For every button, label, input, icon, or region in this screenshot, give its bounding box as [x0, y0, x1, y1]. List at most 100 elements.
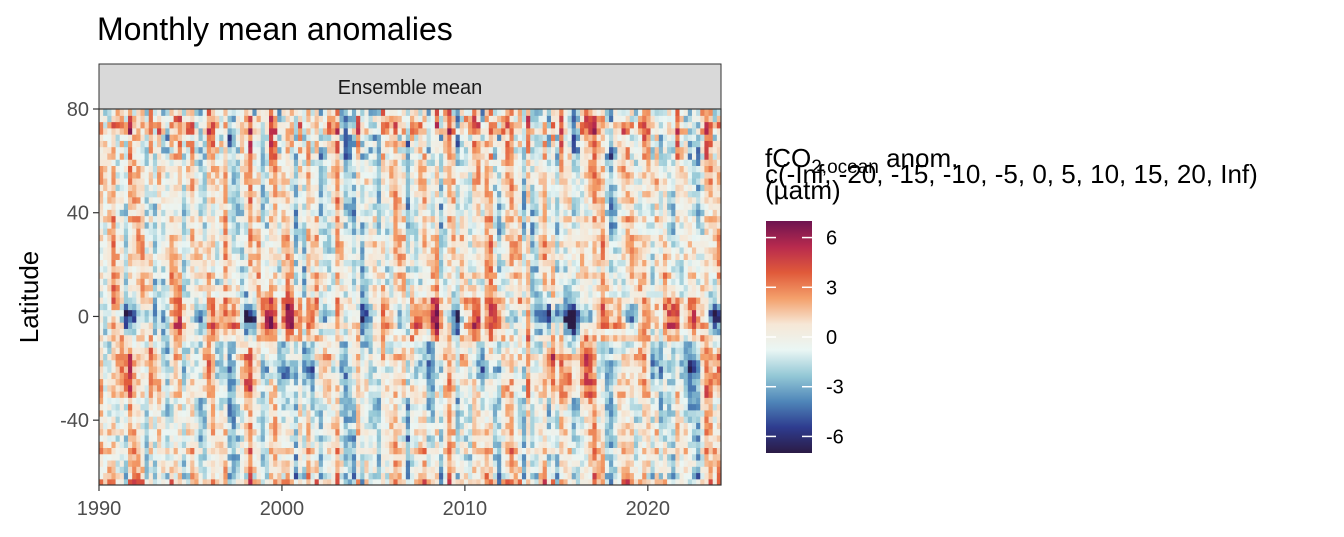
heatmap-cell: [360, 271, 365, 279]
heatmap-cell: [293, 271, 299, 279]
heatmap-cell: [364, 115, 370, 123]
heatmap-cell: [281, 284, 287, 292]
heatmap-cell: [157, 109, 162, 116]
heatmap-cell: [107, 309, 113, 317]
heatmap-cell: [157, 428, 162, 436]
heatmap-cell: [248, 215, 254, 223]
heatmap-cell: [293, 453, 299, 461]
heatmap-cell: [298, 403, 303, 411]
heatmap-cell: [397, 453, 403, 461]
heatmap-cell: [148, 259, 154, 267]
heatmap-cell: [327, 447, 332, 455]
heatmap-cell: [206, 422, 212, 430]
heatmap-cell: [364, 134, 370, 141]
heatmap-cell: [385, 184, 390, 192]
heatmap-cell: [335, 284, 341, 292]
heatmap-cell: [136, 196, 142, 204]
heatmap-cell: [252, 365, 258, 373]
heatmap-cell: [331, 365, 336, 373]
heatmap-cell: [306, 447, 312, 455]
heatmap-cell: [144, 203, 150, 210]
heatmap-cell: [385, 472, 390, 480]
heatmap-cell: [422, 322, 428, 329]
heatmap-cell: [115, 309, 121, 317]
heatmap-cell: [298, 196, 303, 204]
heatmap-cell: [169, 221, 175, 229]
heatmap-cell: [123, 165, 129, 173]
heatmap-cell: [356, 215, 361, 223]
heatmap-cell: [298, 441, 303, 448]
heatmap-cell: [173, 322, 179, 329]
heatmap-cell: [331, 196, 336, 204]
heatmap-cell: [418, 328, 424, 336]
heatmap-cell: [215, 459, 220, 467]
heatmap-cell: [260, 259, 266, 267]
heatmap-cell: [293, 253, 299, 260]
heatmap-cell: [414, 121, 419, 129]
heatmap-cell: [405, 203, 411, 210]
heatmap-cell: [136, 322, 142, 329]
heatmap-cell: [405, 140, 411, 148]
heatmap-cell: [99, 121, 104, 129]
heatmap-cell: [227, 334, 233, 342]
heatmap-cell: [248, 328, 254, 336]
heatmap-cell: [347, 109, 353, 116]
heatmap-cell: [289, 271, 295, 279]
heatmap-cell: [215, 422, 220, 430]
heatmap-cell: [186, 359, 191, 367]
heatmap-cell: [194, 422, 200, 430]
heatmap-cell: [385, 422, 390, 430]
heatmap-cell: [132, 159, 137, 166]
heatmap-cell: [260, 384, 266, 392]
heatmap-cell: [306, 121, 312, 129]
heatmap-cell: [273, 428, 278, 436]
heatmap-cell: [372, 391, 378, 398]
heatmap-cell: [148, 334, 154, 342]
heatmap-cell: [322, 397, 328, 405]
heatmap-cell: [136, 447, 142, 455]
heatmap-cell: [277, 359, 283, 367]
heatmap-cell: [430, 372, 436, 380]
heatmap-cell: [215, 115, 220, 123]
heatmap-cell: [430, 115, 436, 123]
heatmap-cell: [347, 409, 353, 417]
heatmap-cell: [202, 177, 208, 185]
heatmap-cell: [343, 184, 349, 192]
heatmap-cell: [380, 165, 386, 173]
heatmap-cell: [347, 472, 353, 480]
heatmap-cell: [434, 334, 440, 342]
heatmap-cell: [252, 259, 258, 267]
heatmap-cell: [223, 215, 229, 223]
heatmap-cell: [186, 215, 191, 223]
heatmap-cell: [314, 253, 320, 260]
heatmap-cell: [393, 441, 399, 448]
heatmap-cell: [152, 378, 158, 386]
heatmap-cell: [99, 378, 104, 386]
heatmap-cell: [385, 322, 390, 329]
heatmap-cell: [256, 347, 262, 354]
heatmap-cell: [252, 403, 258, 411]
heatmap-cell: [248, 303, 254, 311]
heatmap-cell: [206, 171, 212, 179]
heatmap-cell: [190, 309, 195, 317]
heatmap-cell: [430, 365, 436, 373]
heatmap-cell: [356, 297, 361, 304]
heatmap-cell: [181, 353, 187, 361]
heatmap-cell: [414, 397, 419, 405]
heatmap-cell: [210, 459, 216, 467]
heatmap-cell: [351, 284, 357, 292]
heatmap-cell: [264, 303, 270, 311]
heatmap-cell: [360, 134, 365, 141]
heatmap-cell: [372, 203, 378, 210]
heatmap-cell: [356, 340, 361, 348]
heatmap-cell: [310, 428, 316, 436]
heatmap-cell: [327, 428, 332, 436]
heatmap-cell: [202, 228, 208, 235]
heatmap-cell: [418, 259, 424, 267]
heatmap-cell: [310, 328, 316, 336]
heatmap-cell: [360, 290, 365, 298]
heatmap-cell: [186, 453, 191, 461]
heatmap-cell: [418, 134, 424, 141]
heatmap-cell: [430, 127, 436, 135]
heatmap-cell: [260, 115, 266, 123]
